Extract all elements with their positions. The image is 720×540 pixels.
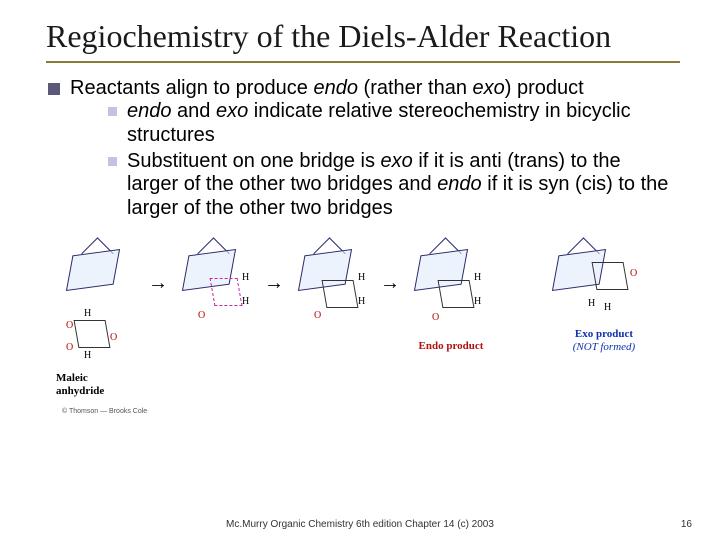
text-exo: exo bbox=[381, 150, 413, 172]
hydrogen-label: H bbox=[358, 272, 365, 284]
oxygen-label: O bbox=[66, 342, 73, 354]
endo-intermediate-2: H H O bbox=[294, 244, 364, 324]
text-endo: endo bbox=[127, 100, 172, 122]
text-fragment: (rather than bbox=[358, 77, 473, 99]
bullet-level1: Reactants align to produce endo (rather … bbox=[48, 77, 676, 223]
exo-product-caption: Exo product (NOT formed) bbox=[554, 328, 654, 354]
hydrogen-label: H bbox=[84, 308, 91, 320]
oxygen-label: O bbox=[630, 268, 637, 280]
hydrogen-label: H bbox=[84, 350, 91, 362]
text-fragment: Reactants align to produce bbox=[70, 77, 314, 99]
reaction-arrow-icon: → bbox=[148, 272, 168, 296]
bicyclic-molecule: H H O bbox=[410, 244, 480, 324]
fused-anhydride-ring bbox=[322, 280, 359, 308]
oxygen-label: O bbox=[110, 332, 117, 344]
endo-product: H H O Endo product bbox=[410, 244, 480, 324]
bullet2a-text: endo and exo indicate relative stereoche… bbox=[127, 100, 676, 147]
text-fragment: Substituent on one bridge is bbox=[127, 150, 381, 172]
slide: Regiochemistry of the Diels-Alder Reacti… bbox=[0, 0, 720, 540]
bicyclic-molecule: H H O bbox=[178, 244, 248, 324]
slide-title: Regiochemistry of the Diels-Alder Reacti… bbox=[0, 0, 720, 59]
exo-caption-sub: (NOT formed) bbox=[573, 341, 635, 353]
exo-product: H H O Exo product (NOT formed) bbox=[548, 244, 618, 324]
hydrogen-label: H bbox=[604, 302, 611, 314]
square-bullet-icon bbox=[48, 83, 60, 95]
bullet2b-text: Substituent on one bridge is exo if it i… bbox=[127, 150, 676, 221]
text-endo: endo bbox=[314, 77, 359, 99]
fused-anhydride-ring bbox=[438, 280, 475, 308]
bullet-level2: Substituent on one bridge is exo if it i… bbox=[108, 150, 676, 221]
text-exo: exo bbox=[216, 100, 248, 122]
bicyclic-molecule: H H O bbox=[294, 244, 364, 324]
bullet1-text: Reactants align to produce endo (rather … bbox=[70, 77, 676, 223]
anhydride-ring bbox=[74, 320, 111, 348]
endo-product-caption: Endo product bbox=[408, 340, 494, 353]
hydrogen-label: H bbox=[358, 296, 365, 308]
reaction-arrow-icon: → bbox=[380, 272, 400, 296]
maleic-anhydride-caption: Maleic anhydride bbox=[56, 372, 132, 398]
square-bullet-icon bbox=[108, 157, 117, 166]
text-fragment: ) product bbox=[505, 77, 584, 99]
hydrogen-label: H bbox=[474, 296, 481, 308]
figure-copyright: © Thomson — Brooks Cole bbox=[62, 408, 147, 416]
hydrogen-label: H bbox=[474, 272, 481, 284]
reactant-pair: O O O H H Maleic anhydride bbox=[62, 244, 132, 386]
bullet-level2: endo and exo indicate relative stereoche… bbox=[108, 100, 676, 147]
bicyclic-molecule: H H O bbox=[548, 244, 618, 324]
fused-anhydride-ring-exo bbox=[592, 262, 629, 290]
text-endo: endo bbox=[437, 173, 482, 195]
reaction-figure: O O O H H Maleic anhydride → H H O bbox=[62, 236, 662, 416]
oxygen-label: O bbox=[432, 312, 439, 324]
oxygen-label: O bbox=[198, 310, 205, 322]
title-underline bbox=[46, 61, 680, 63]
page-number: 16 bbox=[681, 519, 692, 530]
square-bullet-icon bbox=[108, 107, 117, 116]
footer-text: Mc.Murry Organic Chemistry 6th edition C… bbox=[0, 519, 720, 530]
text-fragment: and bbox=[172, 100, 216, 122]
text-exo: exo bbox=[473, 77, 505, 99]
exo-caption-main: Exo product bbox=[575, 328, 633, 340]
hydrogen-label: H bbox=[588, 298, 595, 310]
hydrogen-label: H bbox=[242, 296, 249, 308]
reaction-arrow-icon: → bbox=[264, 272, 284, 296]
hydrogen-label: H bbox=[242, 272, 249, 284]
cyclohexene-ring bbox=[66, 249, 120, 291]
bullet-level2-list: endo and exo indicate relative stereoche… bbox=[108, 100, 676, 220]
endo-intermediate-1: H H O bbox=[178, 244, 248, 324]
oxygen-label: O bbox=[66, 320, 73, 332]
body-text: Reactants align to produce endo (rather … bbox=[0, 77, 720, 417]
forming-bond-dashed bbox=[210, 278, 243, 306]
oxygen-label: O bbox=[314, 310, 321, 322]
